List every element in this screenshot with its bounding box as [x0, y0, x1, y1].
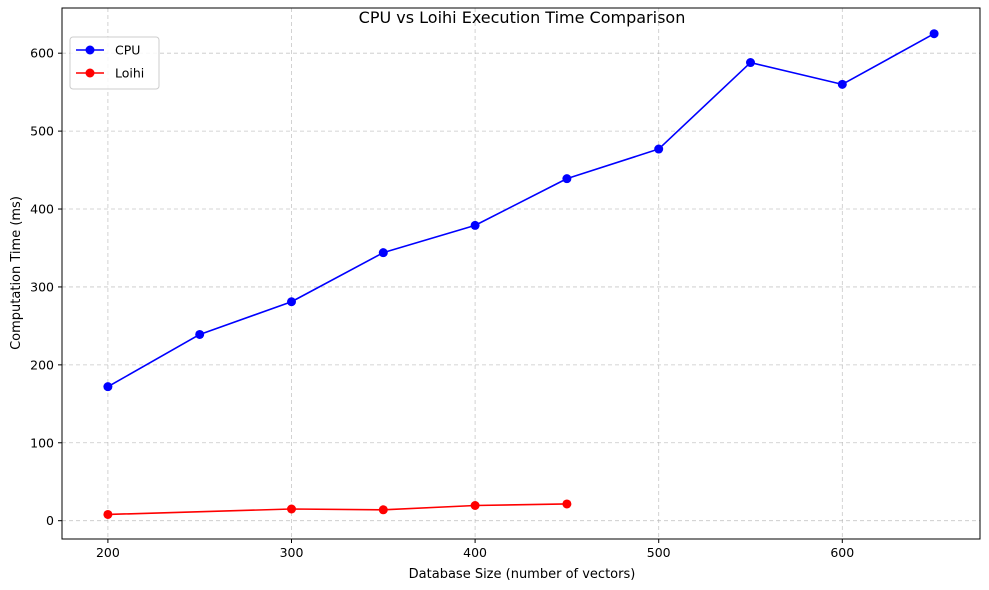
- x-tick-label: 400: [463, 545, 487, 560]
- y-tick-label: 0: [46, 513, 54, 528]
- grid: [62, 8, 980, 539]
- y-tick-label: 100: [30, 435, 54, 450]
- y-tick-label: 300: [30, 279, 54, 294]
- cpu-point: [929, 29, 939, 39]
- cpu-point: [103, 382, 113, 392]
- y-tick-label: 500: [30, 124, 54, 139]
- x-axis-ticks: 200 300 400 500 600: [96, 539, 854, 560]
- legend-item-loihi: Loihi: [76, 66, 144, 81]
- loihi-point: [378, 505, 388, 515]
- loihi-point: [562, 499, 572, 509]
- chart-title: CPU vs Loihi Execution Time Comparison: [359, 8, 686, 27]
- x-tick-label: 500: [647, 545, 671, 560]
- legend-item-cpu: CPU: [76, 43, 140, 58]
- x-axis-label: Database Size (number of vectors): [409, 567, 636, 582]
- cpu-point: [195, 329, 205, 339]
- legend-swatch-marker: [85, 45, 95, 55]
- cpu-line: [107, 33, 935, 388]
- legend-swatch-marker: [85, 68, 95, 78]
- cpu-point: [287, 297, 296, 307]
- plot-frame: [61, 7, 981, 540]
- legend-label: CPU: [115, 43, 140, 58]
- series-loihi: [103, 499, 572, 519]
- x-tick-label: 300: [280, 545, 304, 560]
- cpu-point: [746, 58, 755, 68]
- series-cpu: [103, 29, 939, 392]
- loihi-point: [287, 504, 296, 514]
- cpu-point: [562, 174, 572, 184]
- cpu-point: [837, 79, 847, 89]
- y-axis-label: Computation Time (ms): [9, 196, 24, 350]
- cpu-point: [654, 144, 664, 154]
- y-tick-label: 200: [30, 357, 54, 372]
- legend-label: Loihi: [115, 66, 144, 81]
- cpu-point: [470, 220, 480, 230]
- legend: CPU Loihi: [69, 36, 160, 90]
- loihi-point: [103, 509, 113, 519]
- y-axis-ticks: 0 100 200 300 400 500 600: [30, 46, 62, 528]
- loihi-point: [470, 500, 480, 510]
- y-tick-label: 400: [30, 202, 54, 217]
- y-tick-label: 600: [30, 46, 54, 61]
- x-tick-label: 200: [96, 545, 120, 560]
- series-layer: [103, 29, 939, 519]
- cpu-point: [378, 248, 388, 258]
- x-tick-label: 600: [830, 545, 854, 560]
